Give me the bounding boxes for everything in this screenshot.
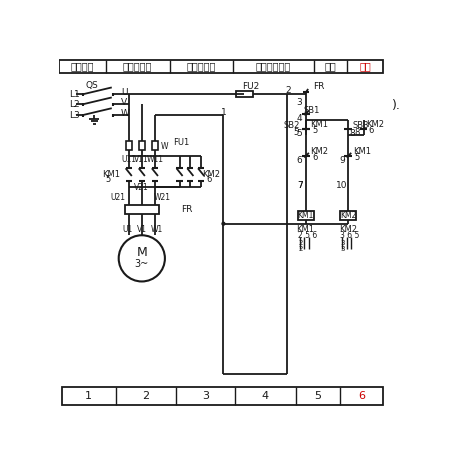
Text: 正转: 正转	[325, 62, 336, 72]
Text: 5: 5	[354, 153, 360, 162]
Text: U1: U1	[122, 225, 132, 235]
Text: 5: 5	[106, 175, 111, 185]
Text: 8: 8	[349, 129, 355, 138]
Text: KM2: KM2	[310, 147, 329, 156]
Text: W21: W21	[154, 193, 171, 202]
Text: L2: L2	[69, 100, 80, 109]
Bar	[236, 91, 253, 97]
Text: 7: 7	[297, 181, 302, 190]
Text: 3 6 5: 3 6 5	[341, 231, 360, 240]
Text: 6: 6	[312, 153, 317, 162]
Text: KM1: KM1	[310, 120, 328, 129]
Text: QS: QS	[85, 81, 98, 90]
Text: 1: 1	[220, 108, 226, 118]
Text: KM2: KM2	[366, 120, 384, 129]
Text: U: U	[121, 88, 128, 97]
Text: 8: 8	[354, 128, 360, 137]
Text: FR: FR	[181, 205, 192, 214]
Text: W: W	[121, 109, 130, 118]
Bar	[126, 140, 132, 150]
Text: FR: FR	[314, 82, 325, 91]
Text: KM1: KM1	[102, 170, 120, 179]
Bar	[341, 211, 356, 220]
Bar	[298, 211, 314, 220]
Circle shape	[119, 235, 165, 281]
Text: V1: V1	[137, 225, 147, 235]
Text: 2: 2	[298, 246, 302, 252]
Text: V: V	[121, 98, 127, 107]
Text: SB1: SB1	[303, 106, 319, 115]
Text: KM2: KM2	[202, 170, 220, 179]
Text: 反转: 反转	[359, 62, 371, 72]
Text: W11: W11	[146, 155, 164, 163]
Text: SB3: SB3	[352, 122, 369, 130]
Text: KM1: KM1	[296, 224, 315, 234]
Bar	[125, 205, 159, 214]
Text: 6: 6	[368, 126, 374, 135]
Text: U21: U21	[110, 193, 125, 202]
Circle shape	[222, 222, 225, 225]
Bar	[139, 140, 145, 150]
Text: 3: 3	[341, 246, 345, 252]
Bar	[152, 140, 158, 150]
Text: 6: 6	[358, 391, 365, 401]
Text: 3~: 3~	[135, 259, 149, 269]
Bar	[60, 61, 383, 73]
Text: 2: 2	[143, 391, 150, 401]
Text: KM2: KM2	[339, 224, 357, 234]
Text: 1: 1	[85, 391, 92, 401]
Text: KM2: KM2	[340, 211, 356, 220]
Text: W1: W1	[151, 225, 163, 235]
Text: L1: L1	[69, 90, 80, 99]
Text: 控制电路保护: 控制电路保护	[256, 62, 291, 72]
Text: 电动机反转: 电动机反转	[187, 62, 216, 72]
Text: 6: 6	[206, 175, 212, 185]
Text: 5: 5	[297, 129, 302, 138]
Text: 5: 5	[293, 128, 298, 137]
Text: KM1: KM1	[353, 147, 371, 156]
Text: L3: L3	[69, 111, 80, 120]
Text: 4: 4	[262, 391, 269, 401]
Text: KM1: KM1	[298, 211, 314, 220]
Text: M: M	[137, 246, 147, 259]
Text: 电源开关: 电源开关	[71, 62, 94, 72]
Text: 3: 3	[202, 391, 209, 401]
Text: 6: 6	[297, 156, 302, 165]
Text: FU1: FU1	[173, 138, 190, 146]
Text: 5: 5	[315, 391, 322, 401]
Text: 7: 7	[297, 181, 302, 190]
Text: SB2: SB2	[284, 122, 300, 130]
Text: V11: V11	[134, 155, 149, 163]
Text: 2: 2	[298, 240, 302, 246]
Text: 电动机正转: 电动机正转	[123, 62, 152, 72]
Text: W: W	[160, 142, 168, 151]
Text: 3: 3	[297, 98, 302, 107]
Text: 9: 9	[339, 156, 345, 165]
Text: 4: 4	[297, 114, 302, 123]
Text: V21: V21	[134, 183, 149, 192]
Text: 2 5 6: 2 5 6	[298, 231, 317, 240]
Text: ).: ).	[392, 99, 401, 112]
Text: 5: 5	[312, 126, 317, 135]
Text: 3: 3	[341, 240, 345, 246]
Bar	[62, 387, 383, 405]
Text: FU2: FU2	[242, 82, 259, 91]
Text: 10: 10	[336, 181, 348, 190]
Text: 2: 2	[285, 86, 291, 95]
Text: U11: U11	[121, 155, 136, 163]
